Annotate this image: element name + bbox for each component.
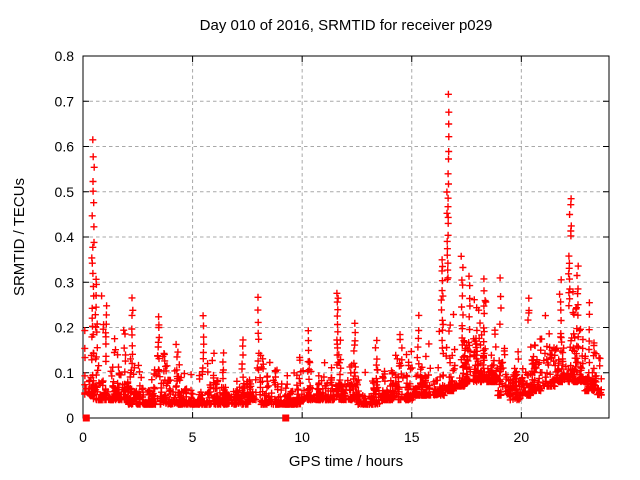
data-series-srmtid — [81, 90, 605, 422]
x-tick-label: 0 — [79, 429, 87, 445]
y-tick-label: 0.3 — [55, 274, 75, 290]
x-tick-label: 5 — [189, 429, 197, 445]
x-tick-label: 10 — [294, 429, 310, 445]
x-tick-label: 20 — [514, 429, 530, 445]
y-tick-label: 0.8 — [55, 48, 75, 64]
x-axis-label: GPS time / hours — [289, 453, 403, 470]
y-tick-label: 0.6 — [55, 139, 75, 155]
zero-value-square-marker — [82, 414, 90, 422]
y-tick-label: 0.7 — [55, 93, 75, 109]
y-tick-label: 0.1 — [55, 365, 75, 381]
zero-value-square-marker — [282, 414, 290, 422]
x-tick-label: 15 — [404, 429, 420, 445]
scatter-plus-markers — [81, 90, 605, 408]
y-tick-label: 0.4 — [55, 229, 75, 245]
y-tick-labels: 0 0.1 0.2 0.3 0.4 0.5 0.6 0.7 0.8 — [55, 48, 75, 426]
x-tick-labels: 0 5 10 15 20 — [79, 429, 529, 445]
chart-title: Day 010 of 2016, SRMTID for receiver p02… — [200, 17, 493, 34]
y-axis-label: SRMTID / TECUs — [11, 178, 28, 296]
y-tick-label: 0 — [66, 410, 74, 426]
y-tick-label: 0.5 — [55, 184, 75, 200]
y-tick-label: 0.2 — [55, 320, 75, 336]
